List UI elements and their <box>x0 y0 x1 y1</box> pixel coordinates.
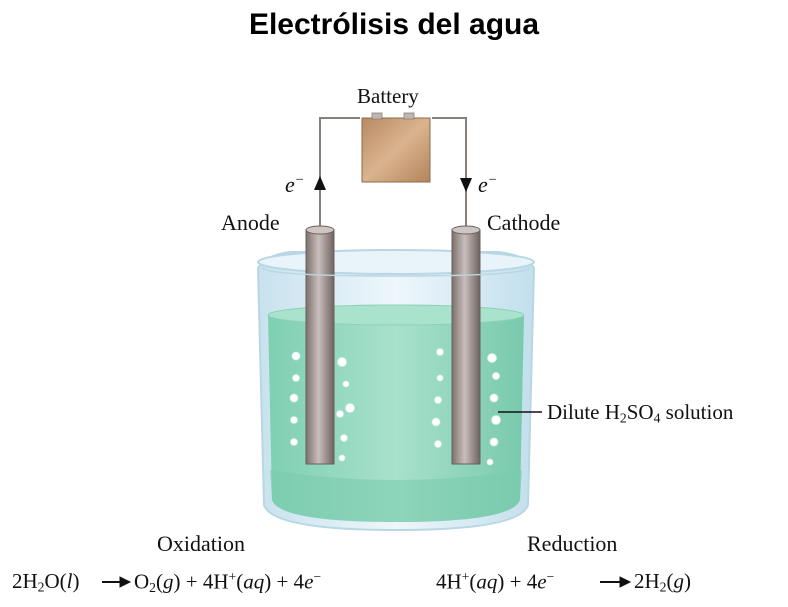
oxidation-label: Oxidation <box>157 531 245 556</box>
arrow-down-icon <box>460 178 472 192</box>
reduction-equation-left: 4H+(aq) + 4e− <box>436 569 555 594</box>
reduction-label: Reduction <box>527 531 618 556</box>
wire <box>319 117 467 230</box>
electron-label-left: e− <box>285 172 305 197</box>
cathode-electrode <box>451 225 481 465</box>
reaction-arrows <box>102 576 632 588</box>
oxidation-equation-right: O2(g) + 4H+(aq) + 4e− <box>134 569 322 595</box>
oxidation-equation-left: 2H2O(l) <box>12 569 80 595</box>
anode-electrode <box>305 225 335 465</box>
cathode-label: Cathode <box>487 210 561 235</box>
electron-label-right: e− <box>478 172 498 197</box>
solution-label: Dilute H2SO4 solution <box>547 400 734 426</box>
battery-label: Battery <box>357 84 419 108</box>
anode-label: Anode <box>221 210 280 235</box>
reduction-equation-right: 2H2(g) <box>634 569 691 595</box>
battery <box>361 112 431 183</box>
diagram-title: Electrólisis del agua <box>248 8 540 41</box>
gas-bubbles <box>289 348 501 466</box>
arrow-up-icon <box>314 176 326 190</box>
